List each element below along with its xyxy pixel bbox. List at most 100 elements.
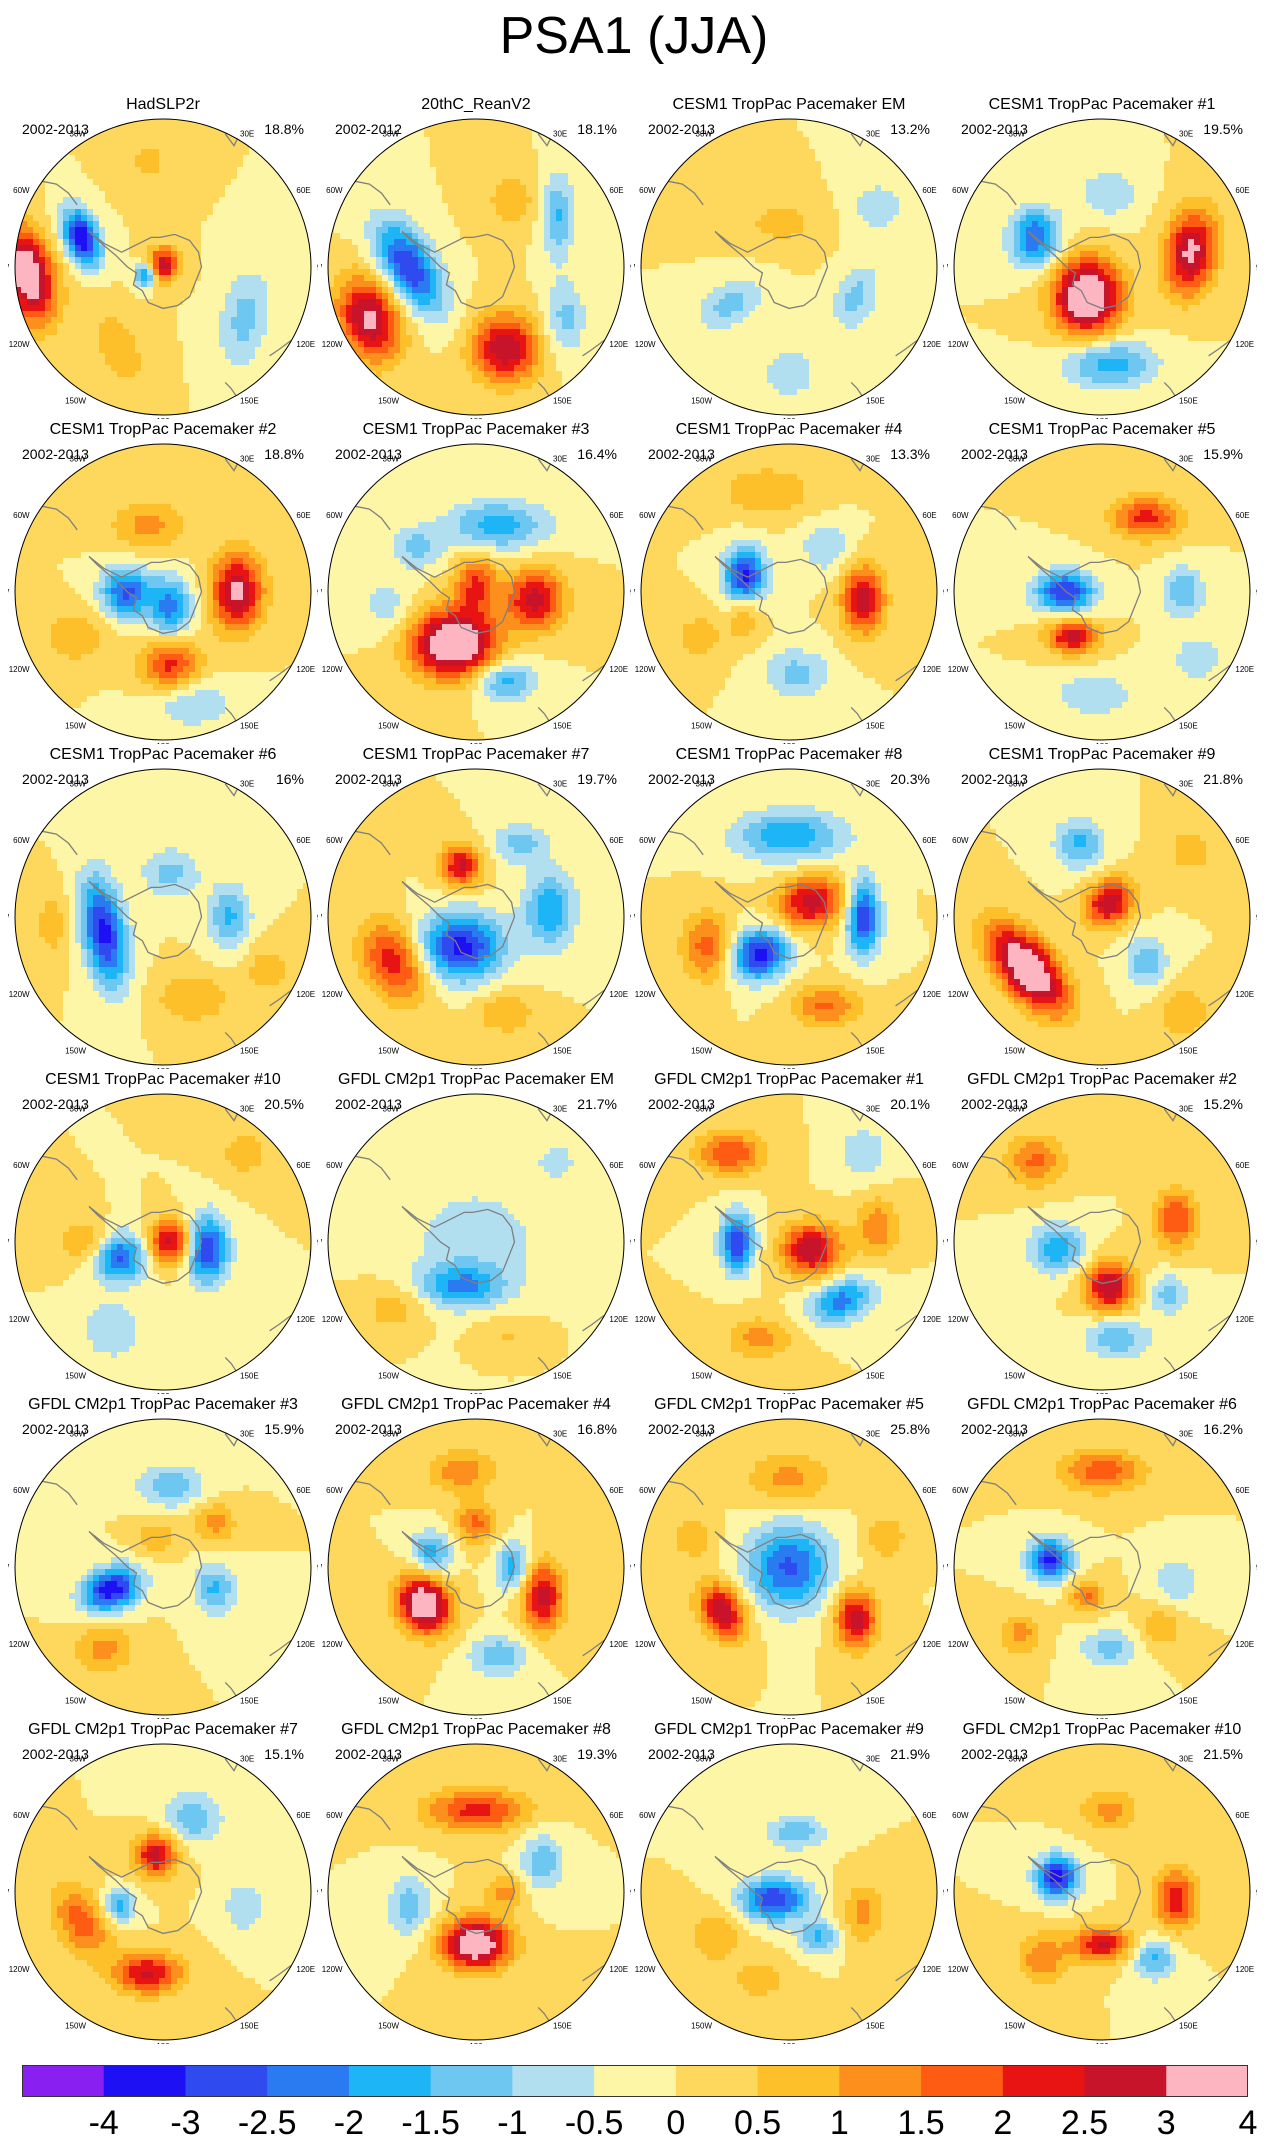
longitude-label: 90E	[1256, 1888, 1257, 1897]
map-boundary	[327, 1093, 625, 1391]
longitude-label: 90E	[317, 1238, 318, 1247]
longitude-label: 90W	[8, 1563, 9, 1572]
panel-title: GFDL CM2p1 TropPac Pacemaker #9	[632, 1720, 946, 1740]
polar-map: 0 30E 60E 90E 120E 150E 180 150W 120W 90W 60W 30W	[947, 1742, 1257, 2044]
longitude-label: 30W	[70, 1105, 87, 1114]
longitude-label: 0	[787, 767, 792, 768]
longitude-label: 30E	[553, 1430, 567, 1439]
longitude-label: 90E	[943, 263, 944, 272]
longitude-label: 30E	[866, 130, 880, 139]
longitude-label: 150W	[691, 721, 712, 730]
anomaly-field	[954, 1419, 1250, 1715]
colorbar-swatch	[185, 2065, 268, 2097]
coastline	[401, 230, 516, 310]
longitude-label: 180	[156, 1067, 170, 1069]
longitude-label: 30W	[1009, 1430, 1026, 1439]
panel-title: CESM1 TropPac Pacemaker #10	[6, 1070, 320, 1090]
longitude-label: 120W	[948, 1640, 969, 1649]
coastline	[88, 1205, 203, 1285]
longitude-label: 30W	[70, 455, 87, 464]
longitude-label: 30E	[240, 1755, 254, 1764]
longitude-label: 90W	[321, 263, 322, 272]
longitude-label: 30E	[866, 1430, 880, 1439]
coastline	[537, 1681, 551, 1698]
longitude-label: 180	[1095, 1392, 1109, 1394]
longitude-label: 30E	[240, 130, 254, 139]
longitude-label: 90W	[634, 1238, 635, 1247]
coastline	[1163, 381, 1177, 398]
longitude-label: 150E	[553, 1371, 572, 1380]
longitude-label: 60W	[952, 1811, 969, 1820]
longitude-label: 30W	[696, 1430, 713, 1439]
longitude-label: 60W	[326, 1486, 343, 1495]
longitude-label: 150E	[1179, 2021, 1198, 2030]
longitude-label: 60E	[296, 511, 310, 520]
panel-variance-pct: 18.8%	[264, 121, 304, 137]
colorbar-tick-label: -0.5	[564, 2103, 624, 2143]
coastline	[537, 381, 551, 398]
longitude-label: 0	[787, 1417, 792, 1418]
map-panel: CESM1 TropPac Pacemaker #4 2002-2013 13.3%…	[632, 420, 946, 744]
polar-map: 0 30E 60E 90E 120E 150E 180 150W 120W 90W 60W 30W	[321, 1742, 631, 2044]
longitude-label: 90W	[321, 913, 322, 922]
longitude-label: 180	[156, 1392, 170, 1394]
coastline	[850, 1031, 864, 1048]
longitude-label: 60E	[296, 836, 310, 845]
longitude-label: 120W	[948, 340, 969, 349]
longitude-label: 0	[1100, 1092, 1105, 1093]
longitude-label: 90E	[943, 913, 944, 922]
anomaly-field	[328, 1744, 624, 2040]
longitude-label: 60W	[326, 1811, 343, 1820]
longitude-label: 60E	[296, 1486, 310, 1495]
coastline	[401, 1530, 516, 1610]
longitude-label: 60W	[952, 1161, 969, 1170]
map-panel: 20thC_ReanV2 2002-2012 18.1% 0 30E 60E 90E 120E…	[319, 95, 633, 419]
panel-title: CESM1 TropPac Pacemaker #3	[319, 420, 633, 440]
longitude-label: 90W	[634, 588, 635, 597]
map-panel: CESM1 TropPac Pacemaker EM 2002-2013 13.2%…	[632, 95, 946, 419]
longitude-label: 30W	[70, 130, 87, 139]
coastline	[714, 1205, 829, 1285]
coastline	[224, 2006, 238, 2023]
anomaly-field	[15, 769, 311, 1065]
panel-years: 2002-2013	[648, 1746, 715, 1762]
longitude-label: 30W	[696, 1755, 713, 1764]
panel-variance-pct: 21.7%	[577, 1096, 617, 1112]
longitude-label: 120W	[948, 1965, 969, 1974]
longitude-label: 30E	[1179, 1430, 1193, 1439]
longitude-label: 120W	[635, 1640, 656, 1649]
colorbar-tick-label: -1.5	[401, 2103, 461, 2143]
colorbar-swatch	[267, 2065, 350, 2097]
longitude-label: 150W	[1004, 396, 1025, 405]
longitude-label: 0	[1100, 117, 1105, 118]
longitude-label: 90E	[630, 1238, 631, 1247]
panel-variance-pct: 15.9%	[1203, 446, 1243, 462]
longitude-label: 120E	[1235, 1640, 1254, 1649]
longitude-label: 180	[1095, 1717, 1109, 1719]
longitude-label: 30W	[383, 1755, 400, 1764]
map-panel: CESM1 TropPac Pacemaker #6 2002-2013 16% 0 3…	[6, 745, 320, 1069]
longitude-label: 60W	[13, 186, 30, 195]
longitude-label: 120W	[635, 1315, 656, 1324]
longitude-label: 180	[469, 1717, 483, 1719]
map-boundary	[14, 1093, 312, 1391]
longitude-label: 30W	[1009, 130, 1026, 139]
coastline	[224, 1356, 238, 1373]
polar-map: 0 30E 60E 90E 120E 150E 180 150W 120W 90W 60W 30W	[8, 767, 318, 1069]
panel-variance-pct: 15.1%	[264, 1746, 304, 1762]
longitude-label: 0	[787, 1742, 792, 1743]
map-panel: CESM1 TropPac Pacemaker #3 2002-2013 16.4%…	[319, 420, 633, 744]
map-panel: CESM1 TropPac Pacemaker #7 2002-2013 19.7%…	[319, 745, 633, 1069]
longitude-label: 150W	[65, 1696, 86, 1705]
coastline	[88, 230, 203, 310]
longitude-label: 0	[787, 117, 792, 118]
longitude-label: 180	[782, 1392, 796, 1394]
polar-map: 0 30E 60E 90E 120E 150E 180 150W 120W 90W 60W 30W	[321, 1092, 631, 1394]
map-panel: GFDL CM2p1 TropPac Pacemaker #7 2002-2013…	[6, 1720, 320, 2044]
anomaly-field	[15, 1744, 311, 2040]
longitude-label: 120W	[322, 1640, 343, 1649]
longitude-label: 60W	[326, 1161, 343, 1170]
longitude-label: 120E	[609, 1965, 628, 1974]
longitude-label: 120W	[9, 990, 30, 999]
longitude-label: 60E	[296, 1811, 310, 1820]
